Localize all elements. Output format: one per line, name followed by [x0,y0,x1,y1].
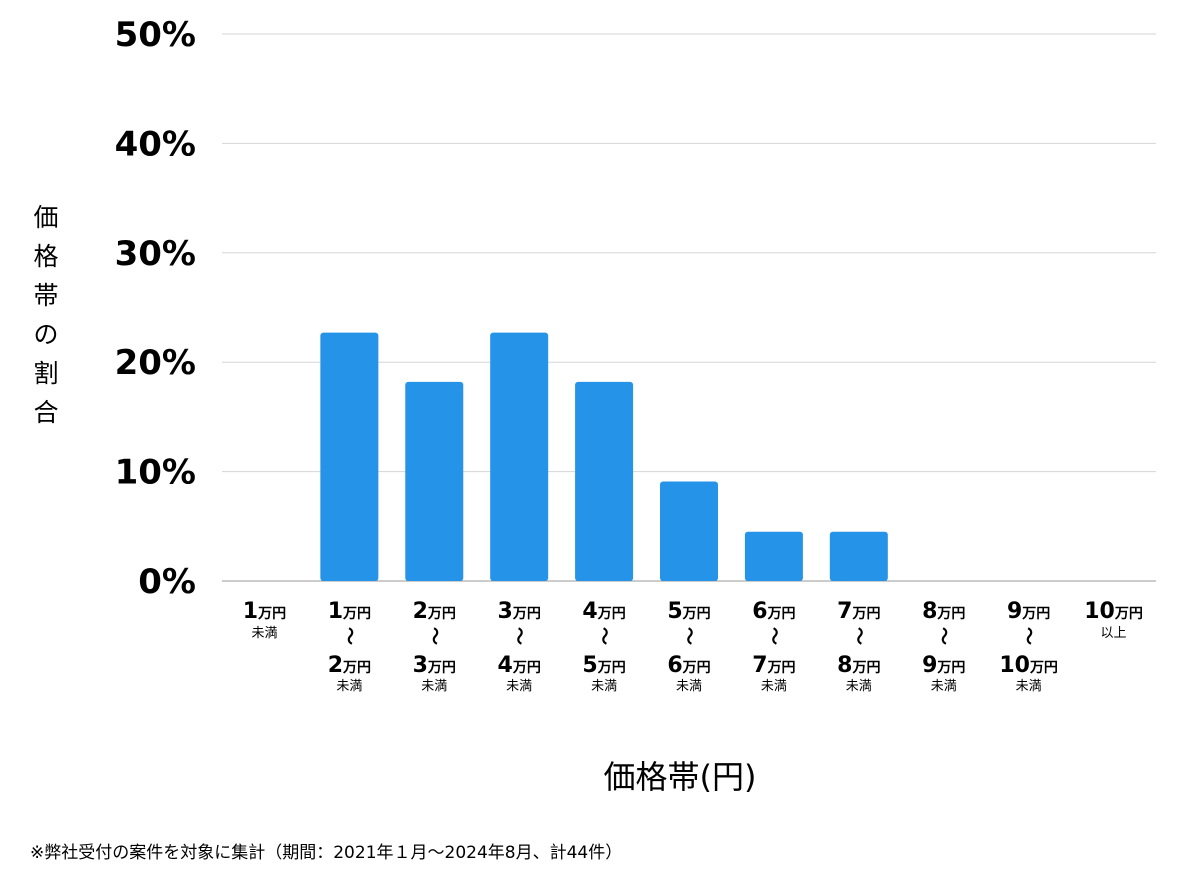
range-separator: 〜 [338,627,359,645]
y-tick-label: 0% [138,562,196,602]
range-separator: 〜 [848,627,869,645]
y-tick-label: 40% [115,124,196,164]
y-tick-label: 10% [115,453,196,493]
category-suffix: 未満 [591,679,617,694]
bar [490,332,549,581]
category-suffix: 未満 [761,679,787,694]
range-separator: 〜 [423,627,444,645]
category-amount: 2万円 [328,653,371,678]
category-amount: 1万円 [243,599,286,624]
y-tick-label: 30% [115,234,196,274]
range-separator: 〜 [508,627,529,645]
y-axis-label-char: 帯 [33,281,58,310]
category-amount: 7万円 [837,599,880,624]
category-suffix: 未満 [421,679,447,694]
bar [405,381,464,581]
bar [320,332,379,581]
category-amount: 4万円 [498,653,541,678]
y-axis-label-char: 格 [33,242,58,271]
category-suffix: 未満 [1016,679,1042,694]
category-amount: 5万円 [667,599,710,624]
bar [660,481,718,581]
bar [829,531,888,581]
x-axis-categories: 1万円未満1万円〜2万円未満2万円〜3万円未満3万円〜4万円未満4万円〜5万円未… [243,599,1143,694]
range-separator: 〜 [593,627,614,645]
category-amount: 6万円 [752,599,795,624]
category-suffix: 以上 [1101,626,1127,641]
y-axis-label-char: 価 [33,203,58,232]
category-suffix: 未満 [336,679,362,694]
x-axis-label: 価格帯(円) [604,758,757,796]
range-separator: 〜 [1018,627,1039,645]
bars [320,332,888,581]
category-amount: 9万円 [922,653,965,678]
y-axis-ticks: 0% 10% 20% 30% 40% 50% [115,15,196,602]
category-amount: 9万円 [1007,599,1050,624]
category-amount: 3万円 [498,599,541,624]
range-separator: 〜 [763,627,784,645]
category-amount: 10万円 [1084,599,1143,624]
y-axis-label-char: 合 [33,398,58,427]
category-amount: 4万円 [582,599,625,624]
bar [575,381,634,581]
y-axis-label-char: 割 [33,359,58,388]
category-suffix: 未満 [506,679,532,694]
bar [744,531,803,581]
y-tick-label: 50% [115,15,196,55]
category-amount: 8万円 [837,653,880,678]
category-amount: 1万円 [328,599,371,624]
category-suffix: 未満 [676,679,702,694]
category-amount: 2万円 [413,599,456,624]
category-suffix: 未満 [931,679,957,694]
category-amount: 3万円 [413,653,456,678]
category-amount: 5万円 [582,653,625,678]
y-axis-label-char: の [33,320,58,349]
category-suffix: 未満 [251,626,277,641]
category-amount: 6万円 [667,653,710,678]
range-separator: 〜 [678,627,699,645]
category-suffix: 未満 [846,679,872,694]
y-tick-label: 20% [115,343,196,383]
category-amount: 7万円 [752,653,795,678]
range-separator: 〜 [933,627,954,645]
category-amount: 10万円 [999,653,1058,678]
category-amount: 8万円 [922,599,965,624]
footnote: ※弊社受付の案件を対象に集計（期間：2021年１月〜2024年8月、計44件） [30,843,623,863]
